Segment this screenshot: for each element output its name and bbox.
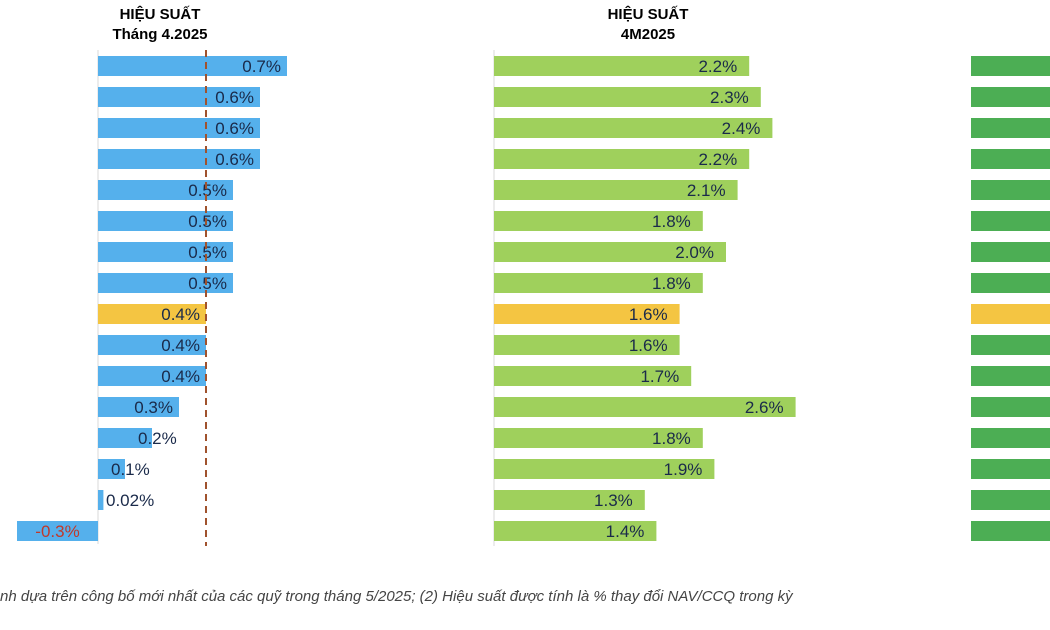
chart3-bar bbox=[971, 180, 1050, 200]
chart3-bar bbox=[971, 397, 1050, 417]
chart1-data-label: 0.4% bbox=[161, 367, 200, 386]
chart1-bar bbox=[98, 335, 206, 355]
chart1-bar bbox=[98, 366, 206, 386]
chart3-bar bbox=[971, 335, 1050, 355]
footnote: nh dựa trên công bố mới nhất của các quỹ… bbox=[0, 588, 793, 605]
chart2-data-label: 1.6% bbox=[629, 336, 668, 355]
chart2-data-label: 2.1% bbox=[687, 181, 726, 200]
chart2-title: HIỆU SUẤT bbox=[608, 5, 689, 23]
chart3-bar bbox=[971, 521, 1050, 541]
chart2-bar bbox=[494, 490, 645, 510]
chart2-bar bbox=[494, 428, 703, 448]
chart2-data-label: 1.8% bbox=[652, 429, 691, 448]
chart1-data-label: 0.2% bbox=[138, 429, 177, 448]
chart3-bar bbox=[971, 490, 1050, 510]
chart2-bar bbox=[494, 521, 657, 541]
chart1-bar bbox=[98, 180, 233, 200]
chart1-data-label: 0.5% bbox=[188, 274, 227, 293]
chart2-data-label: 2.0% bbox=[675, 243, 714, 262]
chart1-title: HIỆU SUẤT bbox=[120, 5, 201, 23]
chart1-bar bbox=[98, 242, 233, 262]
chart1-subtitle: Tháng 4.2025 bbox=[112, 26, 207, 43]
chart1-data-label: 0.02% bbox=[106, 491, 154, 510]
chart3-bars bbox=[971, 56, 1050, 541]
chart1-bar bbox=[98, 428, 152, 448]
chart2-data-label: 1.6% bbox=[629, 305, 668, 324]
chart2-subtitle: 4M2025 bbox=[621, 26, 675, 43]
chart1-bar bbox=[98, 118, 260, 138]
chart1-data-label: 0.4% bbox=[161, 305, 200, 324]
chart3-bar bbox=[971, 56, 1050, 76]
chart1-data-label: 0.5% bbox=[188, 243, 227, 262]
chart2-data-label: 2.2% bbox=[698, 57, 737, 76]
chart2-data-label: 2.3% bbox=[710, 88, 749, 107]
chart2-bar bbox=[494, 397, 796, 417]
chart1-data-label: 0.5% bbox=[188, 212, 227, 231]
chart1-bar bbox=[98, 304, 206, 324]
chart2-data-label: 2.6% bbox=[745, 398, 784, 417]
chart2-data-label: 2.2% bbox=[698, 150, 737, 169]
chart3-bar bbox=[971, 428, 1050, 448]
chart1-bar bbox=[98, 273, 233, 293]
chart2-data-label: 1.8% bbox=[652, 274, 691, 293]
chart2-data-label: 1.7% bbox=[640, 367, 679, 386]
chart2-data-label: 1.8% bbox=[652, 212, 691, 231]
chart1-data-label: 0.6% bbox=[215, 150, 254, 169]
chart2-bar bbox=[494, 459, 715, 479]
chart1-data-label: 0.4% bbox=[161, 336, 200, 355]
chart2-bars: 2.2% 2.3% 2.4% 2.2% 2.1% 1.8% 2.0% 1.8% 1.6% 1.6%… bbox=[493, 50, 796, 546]
chart1-data-label: 0.5% bbox=[188, 181, 227, 200]
chart1-bar bbox=[98, 211, 233, 231]
chart3-bar bbox=[971, 273, 1050, 293]
chart1-bar bbox=[98, 397, 179, 417]
chart2-data-label: 1.9% bbox=[664, 460, 703, 479]
chart1-bars: 0.7% 0.6% 0.6% 0.6% 0.5% 0.5% 0.5% 0.5% 0.4% 0.4%… bbox=[17, 50, 287, 546]
chart3-bar bbox=[971, 149, 1050, 169]
chart2-data-label: 1.3% bbox=[594, 491, 633, 510]
chart1-data-label: 0.6% bbox=[215, 119, 254, 138]
chart2-bar bbox=[494, 149, 750, 169]
chart3-bar bbox=[971, 211, 1050, 231]
chart2-bar bbox=[494, 273, 703, 293]
chart1-data-label: 0.6% bbox=[215, 88, 254, 107]
chart1-data-label: 0.1% bbox=[111, 460, 150, 479]
chart2-data-label: 2.4% bbox=[722, 119, 761, 138]
chart2-bar bbox=[494, 118, 773, 138]
chart2-bar bbox=[494, 335, 680, 355]
chart1-bar bbox=[98, 56, 287, 76]
chart2-bar bbox=[494, 304, 680, 324]
chart1-bar bbox=[17, 521, 98, 541]
chart1-bar bbox=[98, 459, 125, 479]
chart2-bar bbox=[494, 211, 703, 231]
chart1-bar bbox=[98, 149, 260, 169]
chart2-bar bbox=[494, 366, 692, 386]
chart1-bar bbox=[98, 490, 104, 510]
chart3-bar bbox=[971, 366, 1050, 386]
chart3-bar bbox=[971, 87, 1050, 107]
chart-canvas: HIỆU SUẤT Tháng 4.2025 HIỆU SUẤT 4M2025 … bbox=[17, 5, 1050, 546]
chart2-bar bbox=[494, 56, 750, 76]
chart2-bar bbox=[494, 242, 726, 262]
chart3-bar bbox=[971, 118, 1050, 138]
chart1-data-label: -0.3% bbox=[35, 522, 79, 541]
chart1-bar bbox=[98, 87, 260, 107]
chart2-bar bbox=[494, 180, 738, 200]
chart2-data-label: 1.4% bbox=[606, 522, 645, 541]
chart3-bar bbox=[971, 242, 1050, 262]
chart3-bar bbox=[971, 304, 1050, 324]
chart1-data-label: 0.7% bbox=[242, 57, 281, 76]
chart3-bar bbox=[971, 459, 1050, 479]
chart1-data-label: 0.3% bbox=[134, 398, 173, 417]
chart2-bar bbox=[494, 87, 761, 107]
